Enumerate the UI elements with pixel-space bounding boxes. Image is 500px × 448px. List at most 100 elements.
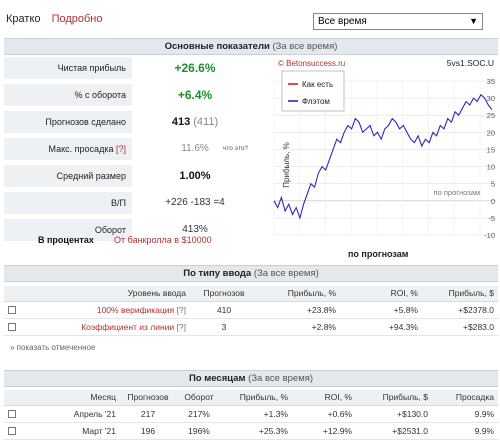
chart-x-axis-label: по прогнозам (348, 249, 408, 259)
row-checkbox[interactable] (8, 323, 16, 331)
select-col-header (4, 286, 20, 301)
row-select (4, 422, 20, 439)
cell-month[interactable]: Апрель '21 (20, 405, 120, 422)
stat-predictions-made: Прогнозов сделано 413 (411) (4, 111, 254, 134)
y-tick-label: 30 (487, 94, 495, 103)
cell-roi: +94.3% (340, 318, 422, 335)
table-row: Коэффициент из линии [?] 3 +2.8% +94.3% … (4, 318, 498, 335)
stat-net-profit: Чистая прибыль +26.6% (4, 57, 254, 80)
stat-value: 413 (411) (136, 111, 254, 133)
stat-label: Макс. просадка [?] (4, 138, 132, 160)
y-tick-label: 10 (487, 163, 495, 172)
col-level: Уровень ввода (20, 286, 190, 301)
cell-profit-usd: +$2531.0 (356, 422, 432, 439)
cell-drawdown: 9.9% (432, 422, 498, 439)
type-panel-subtitle: (За все время) (254, 268, 319, 279)
bankroll-link[interactable]: От банкролла в $10000 (114, 235, 254, 245)
y-tick-label: -10 (484, 231, 495, 240)
stat-value: +226 -183 =4 (136, 192, 254, 214)
chart-watermark: © Betonsuccess.ru (278, 59, 345, 68)
cell-roi: +12.9% (292, 422, 356, 439)
col-count: Прогнозов (190, 286, 258, 301)
type-table: Уровень ввода Прогнозов Прибыль, % ROI, … (4, 286, 498, 336)
y-tick-label: 5 (491, 180, 495, 189)
col-profit-pct: Прибыль, % (222, 390, 292, 405)
col-profit-usd: Прибыль, $ (422, 286, 498, 301)
chart-inner-label: по прогнозам (434, 188, 480, 197)
col-count: Прогнозов (120, 390, 176, 405)
stat-label: % с оборота (4, 84, 132, 106)
cell-count: 196 (120, 422, 176, 439)
stat-turnover-percent: % с оборота +6.4% (4, 84, 254, 107)
y-tick-label: 0 (491, 197, 495, 206)
view-tabs: Кратко Подробно (6, 13, 103, 25)
cell-roi: +5.8% (340, 301, 422, 318)
col-turnover: Оборот (176, 390, 222, 405)
legend-label-flat: Флэтом (302, 97, 330, 106)
month-panel-title: По месяцам (189, 373, 246, 384)
row-checkbox[interactable] (8, 427, 16, 435)
cell-turnover: 217% (176, 405, 222, 422)
col-roi: ROI, % (340, 286, 422, 301)
cell-level: Коэффициент из линии [?] (20, 318, 190, 335)
y-tick-label: 15 (487, 145, 495, 154)
col-profit-pct: Прибыль, % (258, 286, 340, 301)
level-link[interactable]: 100% верификация (97, 305, 174, 315)
help-link[interactable]: [?] (177, 305, 186, 315)
stat-value: 11.6% что это? (136, 138, 254, 160)
y-tick-label: 25 (487, 111, 495, 120)
type-panel-title: По типу ввода (183, 268, 251, 279)
help-link[interactable]: [?] (177, 322, 186, 332)
stat-win-loss: В/П +226 -183 =4 (4, 192, 254, 215)
stat-label: Прогнозов сделано (4, 111, 132, 133)
cell-drawdown: 9.9% (432, 405, 498, 422)
help-link[interactable]: [?] (116, 144, 126, 154)
cell-profit-usd: +$283.0 (422, 318, 498, 335)
main-panel-header: Основные показатели (За все время) (4, 38, 498, 55)
cell-month[interactable]: Март '21 (20, 422, 120, 439)
col-profit-usd: Прибыль, $ (356, 390, 432, 405)
stat-average-size: Средний размер 1.00% (4, 165, 254, 188)
tab-brief[interactable]: Кратко (6, 13, 41, 25)
row-checkbox[interactable] (8, 410, 16, 418)
select-col-header (4, 390, 20, 405)
cell-count: 410 (190, 301, 258, 318)
show-marked-link[interactable]: » показать отмеченное (10, 343, 95, 352)
table-row: 100% верификация [?] 410 +23.8% +5.8% +$… (4, 301, 498, 318)
y-tick-label: 35 (487, 77, 495, 86)
month-panel-header: По месяцам (За все время) (4, 370, 498, 387)
stat-value: +6.4% (136, 84, 254, 106)
col-month: Месяц (20, 390, 120, 405)
stat-value: 1.00% (136, 165, 254, 187)
period-select-value: Все время (318, 16, 367, 27)
cell-count: 3 (190, 318, 258, 335)
row-select (4, 318, 20, 335)
stat-value: +26.6% (136, 57, 254, 79)
row-checkbox[interactable] (8, 306, 16, 314)
cell-profit-usd: +$2378.0 (422, 301, 498, 318)
chart-y-axis-label: Прибыль, % (282, 142, 291, 187)
col-drawdown: Просадка (432, 390, 498, 405)
month-panel-subtitle: (За все время) (248, 373, 313, 384)
stat-value-extra: (411) (193, 116, 218, 128)
month-table-header: Месяц Прогнозов Оборот Прибыль, % ROI, %… (4, 390, 498, 405)
what-is-it-link[interactable]: что это? (223, 138, 248, 160)
chevron-down-icon: ▼ (469, 16, 478, 26)
cell-level: 100% верификация [?] (20, 301, 190, 318)
y-tick-label: 20 (487, 128, 495, 137)
legend-label-as-is: Как есть (302, 80, 333, 89)
main-panel-subtitle: (За все время) (272, 41, 337, 52)
chart-legend: Как есть Флэтом (282, 71, 344, 111)
month-table: Месяц Прогнозов Оборот Прибыль, % ROI, %… (4, 390, 498, 440)
tab-detailed[interactable]: Подробно (52, 13, 103, 25)
stat-value-main: 11.6% (181, 143, 209, 154)
type-table-header: Уровень ввода Прогнозов Прибыль, % ROI, … (4, 286, 498, 301)
stat-label: Чистая прибыль (4, 57, 132, 79)
table-row: Март '21 196 196% +25.3% +12.9% +$2531.0… (4, 422, 498, 439)
cell-profit-pct: +2.8% (258, 318, 340, 335)
table-row: Апрель '21 217 217% +1.3% +0.6% +$130.0 … (4, 405, 498, 422)
cell-count: 217 (120, 405, 176, 422)
period-select[interactable]: Все время ▼ (313, 13, 483, 30)
row-select (4, 405, 20, 422)
level-link[interactable]: Коэффициент из линии (81, 322, 174, 332)
